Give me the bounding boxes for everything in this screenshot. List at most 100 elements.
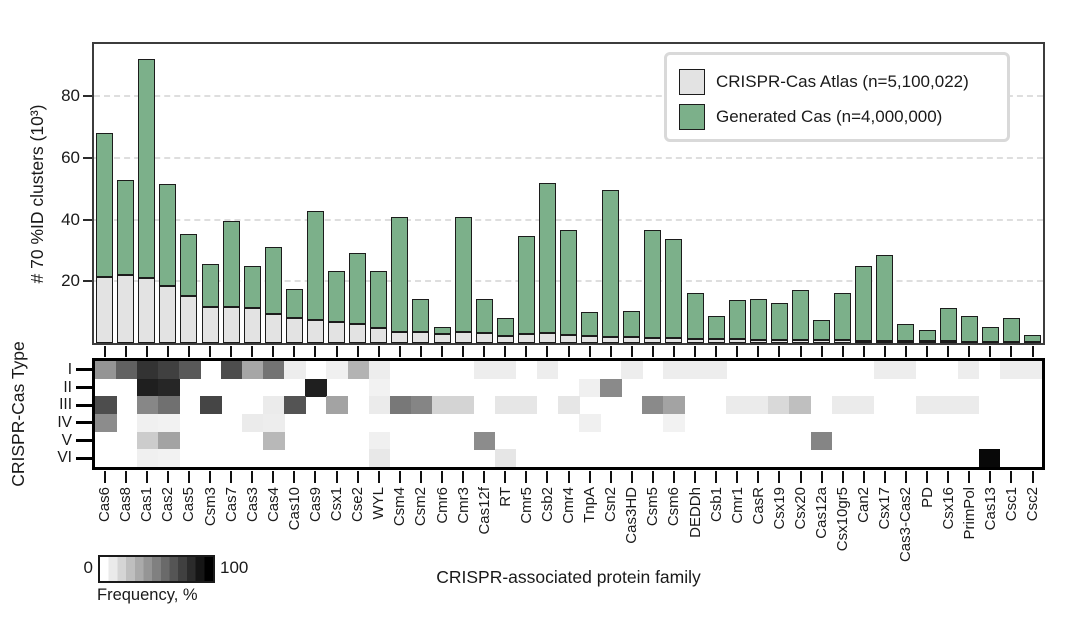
bar-generated-segment (264, 247, 282, 314)
bar-x-tick (124, 346, 127, 357)
bar-generated-segment (834, 293, 852, 341)
heatmap-cell (999, 361, 1022, 380)
bar-atlas-segment (538, 333, 556, 343)
x-category-label: Csm2 (412, 487, 430, 527)
bar-atlas-segment (180, 295, 198, 343)
x-category-label: DEDDh (686, 487, 704, 538)
y-tick (83, 95, 92, 98)
bar-generated-segment (960, 315, 978, 342)
bar-atlas-segment (876, 340, 894, 343)
x-category-label: Csc2 (1024, 487, 1041, 522)
heatmap-cell (579, 414, 601, 433)
heatmap-x-tick (904, 471, 907, 483)
y-tick-label: 60 (61, 148, 80, 168)
x-category-label: Csn2 (602, 487, 620, 523)
x-category-label: Cas1 (138, 487, 156, 523)
bar-generated-segment (876, 255, 894, 341)
x-category-label: CasR (749, 487, 767, 525)
heatmap-x-tick (567, 471, 570, 483)
heatmap-cell (137, 414, 159, 433)
bar-x-tick (778, 346, 781, 357)
bar-generated-segment (496, 317, 514, 336)
heatmap-x-tick (820, 471, 823, 483)
bar-generated-segment (939, 308, 957, 342)
x-category-label: RT (496, 487, 514, 507)
heatmap-cell (158, 396, 180, 415)
heatmap-cell (263, 396, 285, 415)
heatmap-cell (873, 361, 896, 380)
x-category-label: Cas4 (264, 487, 282, 523)
bar-generated-segment (306, 210, 324, 320)
bar-generated-segment (581, 311, 599, 337)
x-category-label: Cas5 (180, 487, 198, 523)
x-category-label: Cas2 (159, 487, 177, 523)
heatmap-cell (410, 396, 433, 415)
heatmap-x-tick (504, 471, 507, 483)
bar-generated-segment (855, 265, 873, 341)
heatmap-cell (473, 431, 496, 450)
x-category-label: Cas13 (981, 487, 999, 531)
bar-x-tick (567, 346, 570, 357)
heatmap-x-tick (947, 471, 950, 483)
heatmap-x-tick (546, 471, 549, 483)
heatmap-cell (158, 361, 180, 380)
bar-generated-segment (686, 293, 704, 339)
heatmap-row-label: I (67, 360, 72, 378)
bar-atlas-segment (897, 340, 915, 343)
x-axis-title: CRISPR-associated protein family (436, 567, 701, 587)
bar-x-tick (209, 346, 211, 357)
gridline (94, 157, 1043, 160)
x-category-label: Cas12f (475, 487, 493, 535)
bar-x-tick (103, 346, 106, 357)
bar-atlas-segment (117, 275, 135, 343)
heatmap-x-tick (441, 471, 443, 483)
bar-atlas-segment (138, 278, 156, 343)
bar-x-tick (799, 346, 802, 357)
bar-generated-segment (560, 229, 577, 335)
heatmap-x-tick (314, 471, 317, 483)
gridline (94, 95, 1043, 98)
heatmap-row-tick (76, 421, 92, 425)
heatmap-cell (579, 378, 601, 397)
bar-generated-segment (222, 221, 240, 308)
heatmap-x-tick (609, 471, 612, 483)
heatmap-row-tick (76, 403, 92, 407)
heatmap-x-tick (715, 471, 718, 483)
heatmap-cell (557, 396, 580, 415)
bar-x-tick (736, 346, 739, 357)
heatmap-cell (137, 361, 159, 380)
bar-generated-segment (918, 329, 936, 342)
heatmap-cell (368, 396, 391, 415)
heatmap-x-tick (736, 471, 739, 483)
bar-generated-segment (433, 327, 451, 335)
heatmap-row-tick (76, 368, 92, 372)
bar-generated-segment (981, 327, 999, 342)
bar-atlas-segment (960, 341, 978, 343)
bar-generated-segment (96, 133, 113, 277)
heatmap-row-label: VI (57, 449, 72, 467)
bar-atlas-segment (939, 341, 957, 343)
x-category-label: Csm3 (201, 487, 219, 527)
heatmap-x-tick (377, 471, 380, 483)
heatmap-x-tick (883, 471, 886, 483)
heatmap-cell (705, 361, 727, 380)
legend-item-atlas: CRISPR-Cas Atlas (n=5,100,022) (679, 64, 1007, 99)
x-category-label: Cas3-Cas2 (897, 487, 915, 563)
heatmap-x-tick (588, 471, 591, 483)
bar-x-tick (651, 346, 654, 357)
x-category-label: Cas3 (243, 487, 261, 523)
heatmap-cell (242, 414, 264, 433)
x-category-label: WYL (370, 487, 388, 520)
heatmap-x-tick (862, 471, 865, 483)
bar-generated-segment (707, 315, 725, 340)
bar-generated-segment (370, 270, 388, 329)
x-category-label: Csx20 (792, 487, 809, 530)
heatmap-cell (137, 449, 159, 468)
heatmap-cell (831, 396, 854, 415)
bar-atlas-segment (686, 338, 704, 343)
bar-x-tick (398, 346, 401, 357)
heatmap-cell (368, 378, 391, 397)
heatmap-row-label: IV (57, 413, 72, 431)
bar-atlas-segment (433, 334, 451, 343)
heatmap-x-tick (989, 471, 992, 483)
